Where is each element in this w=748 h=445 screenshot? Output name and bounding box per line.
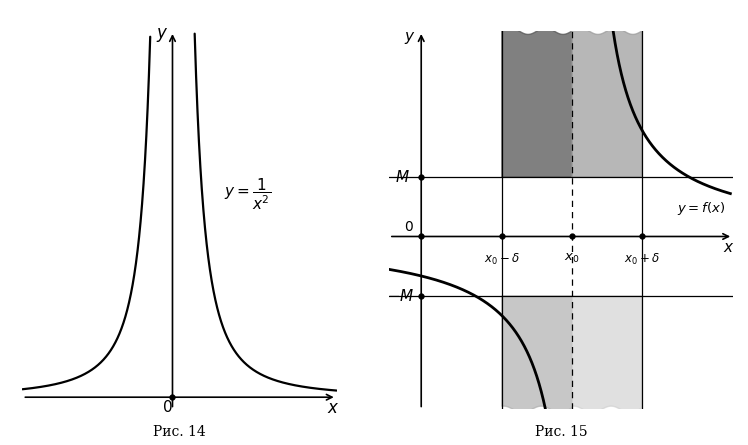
Text: $y$: $y$ [404, 30, 415, 46]
Text: $M$: $M$ [395, 169, 410, 185]
Text: $y$: $y$ [156, 26, 168, 44]
Text: Рис. 14: Рис. 14 [153, 425, 206, 438]
Text: $x$: $x$ [327, 399, 339, 417]
Text: $x$: $x$ [723, 240, 735, 255]
Polygon shape [571, 28, 642, 177]
Text: $x_0+\delta$: $x_0+\delta$ [624, 251, 660, 267]
Text: $-M$: $-M$ [387, 288, 414, 304]
Text: $x_0$: $x_0$ [564, 251, 580, 265]
Text: Рис. 15: Рис. 15 [535, 425, 587, 438]
Polygon shape [502, 296, 571, 413]
Polygon shape [571, 296, 642, 413]
Text: $y = f(x)$: $y = f(x)$ [677, 200, 725, 217]
Text: $y = \dfrac{1}{x^2}$: $y = \dfrac{1}{x^2}$ [224, 176, 271, 211]
Text: $0$: $0$ [405, 220, 414, 234]
Text: $0$: $0$ [162, 399, 172, 415]
Polygon shape [502, 28, 571, 177]
Text: $x_0-\delta$: $x_0-\delta$ [484, 251, 520, 267]
